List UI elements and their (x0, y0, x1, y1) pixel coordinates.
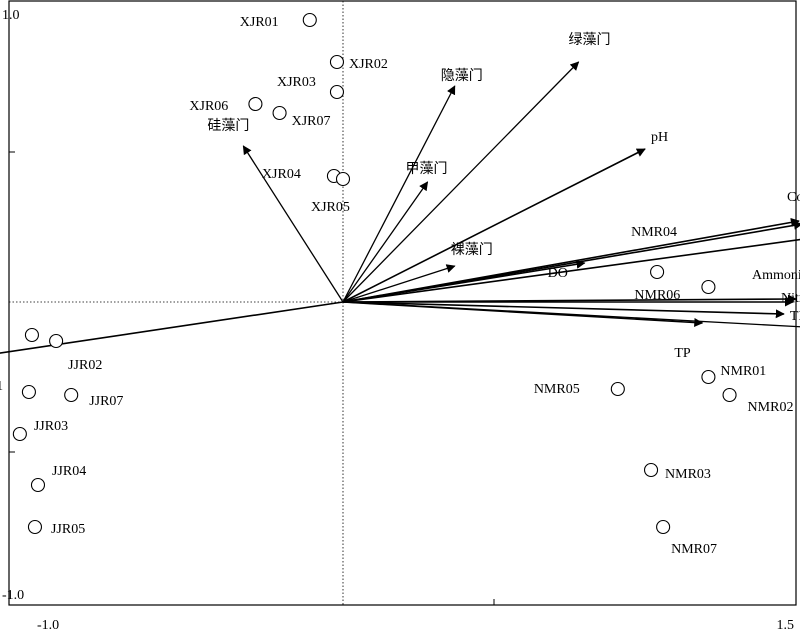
site-point (722, 387, 737, 403)
y-tick-label: -1.0 (2, 588, 24, 603)
site-point (329, 54, 345, 70)
vector-arrow (342, 148, 646, 303)
vector-label: Cond (787, 190, 800, 205)
site-point (24, 327, 39, 343)
site-points: XJR01XJR02XJR03XJR06XJR07XJR04XJR05JJR06… (0, 12, 794, 557)
x-tick-label: 1.5 (777, 618, 795, 633)
vector-arrow (342, 259, 586, 303)
site-label: XJR05 (311, 200, 350, 215)
site-point (701, 369, 716, 385)
site-label: JJR05 (51, 522, 85, 537)
vector-label: DO (548, 266, 568, 281)
vector-label: 甲藻门 (406, 161, 448, 177)
vector-label: pH (651, 130, 668, 145)
vector-arrow (342, 301, 785, 319)
axis-ticks: 1.0 -1.0 -1.0 1.5 (2, 8, 794, 633)
vector-label: 硅藻门 (207, 118, 249, 134)
site-point (302, 12, 317, 28)
site-point (335, 171, 351, 187)
vector-label: TP (674, 346, 691, 361)
site-point (30, 477, 46, 493)
site-label: XJR04 (262, 167, 301, 182)
site-point (650, 264, 665, 280)
site-label: JJR04 (52, 464, 86, 479)
site-label: JJR01 (0, 379, 3, 394)
site-label: NMR04 (631, 225, 677, 240)
y-tick-label: 1.0 (2, 8, 20, 23)
site-point (248, 96, 263, 112)
vector-arrow (342, 181, 429, 303)
site-point (610, 381, 625, 397)
vector-arrows: 绿藻门隐藻门硅藻门甲藻门裸藻门蓝藻门pHCondTDSSalAmmoniaNit… (0, 32, 800, 361)
site-label: XJR02 (349, 57, 388, 72)
site-point (656, 519, 671, 535)
site-label: NMR06 (634, 288, 680, 303)
vector-arrow (0, 301, 344, 354)
site-label: NMR02 (748, 400, 794, 415)
site-label: JJR03 (34, 419, 68, 434)
vector-arrow (342, 264, 456, 303)
vector-arrow (342, 85, 456, 303)
x-tick-label: -1.0 (37, 618, 59, 633)
site-label: XJR03 (277, 75, 316, 90)
vector-label: 裸藻门 (451, 242, 493, 258)
vector-label: 隐藻门 (441, 68, 483, 84)
site-label: XJR01 (240, 15, 279, 30)
site-point (643, 462, 659, 478)
vector-arrow (342, 61, 580, 303)
vector-label: Nitrate (781, 291, 800, 306)
vector-arrow (342, 301, 704, 328)
site-point (329, 84, 345, 100)
site-point (12, 426, 27, 442)
site-label: NMR07 (671, 542, 717, 557)
site-label: JJR02 (68, 358, 102, 373)
site-label: NMR05 (534, 382, 580, 397)
site-point (27, 519, 43, 535)
site-point (21, 384, 36, 400)
vector-label: 绿藻门 (569, 32, 611, 48)
site-label: JJR07 (89, 394, 123, 409)
site-label: NMR01 (720, 364, 766, 379)
site-label: XJR07 (292, 114, 331, 129)
vector-arrow (242, 145, 344, 303)
site-point (64, 387, 79, 403)
site-point (49, 333, 64, 349)
vector-arrow (342, 238, 800, 303)
site-label: NMR03 (665, 467, 711, 482)
vector-label: TN (790, 309, 800, 324)
vector-label: Ammonia (752, 268, 800, 283)
site-label: XJR06 (189, 99, 228, 114)
site-point (701, 279, 716, 295)
site-point (272, 105, 287, 121)
